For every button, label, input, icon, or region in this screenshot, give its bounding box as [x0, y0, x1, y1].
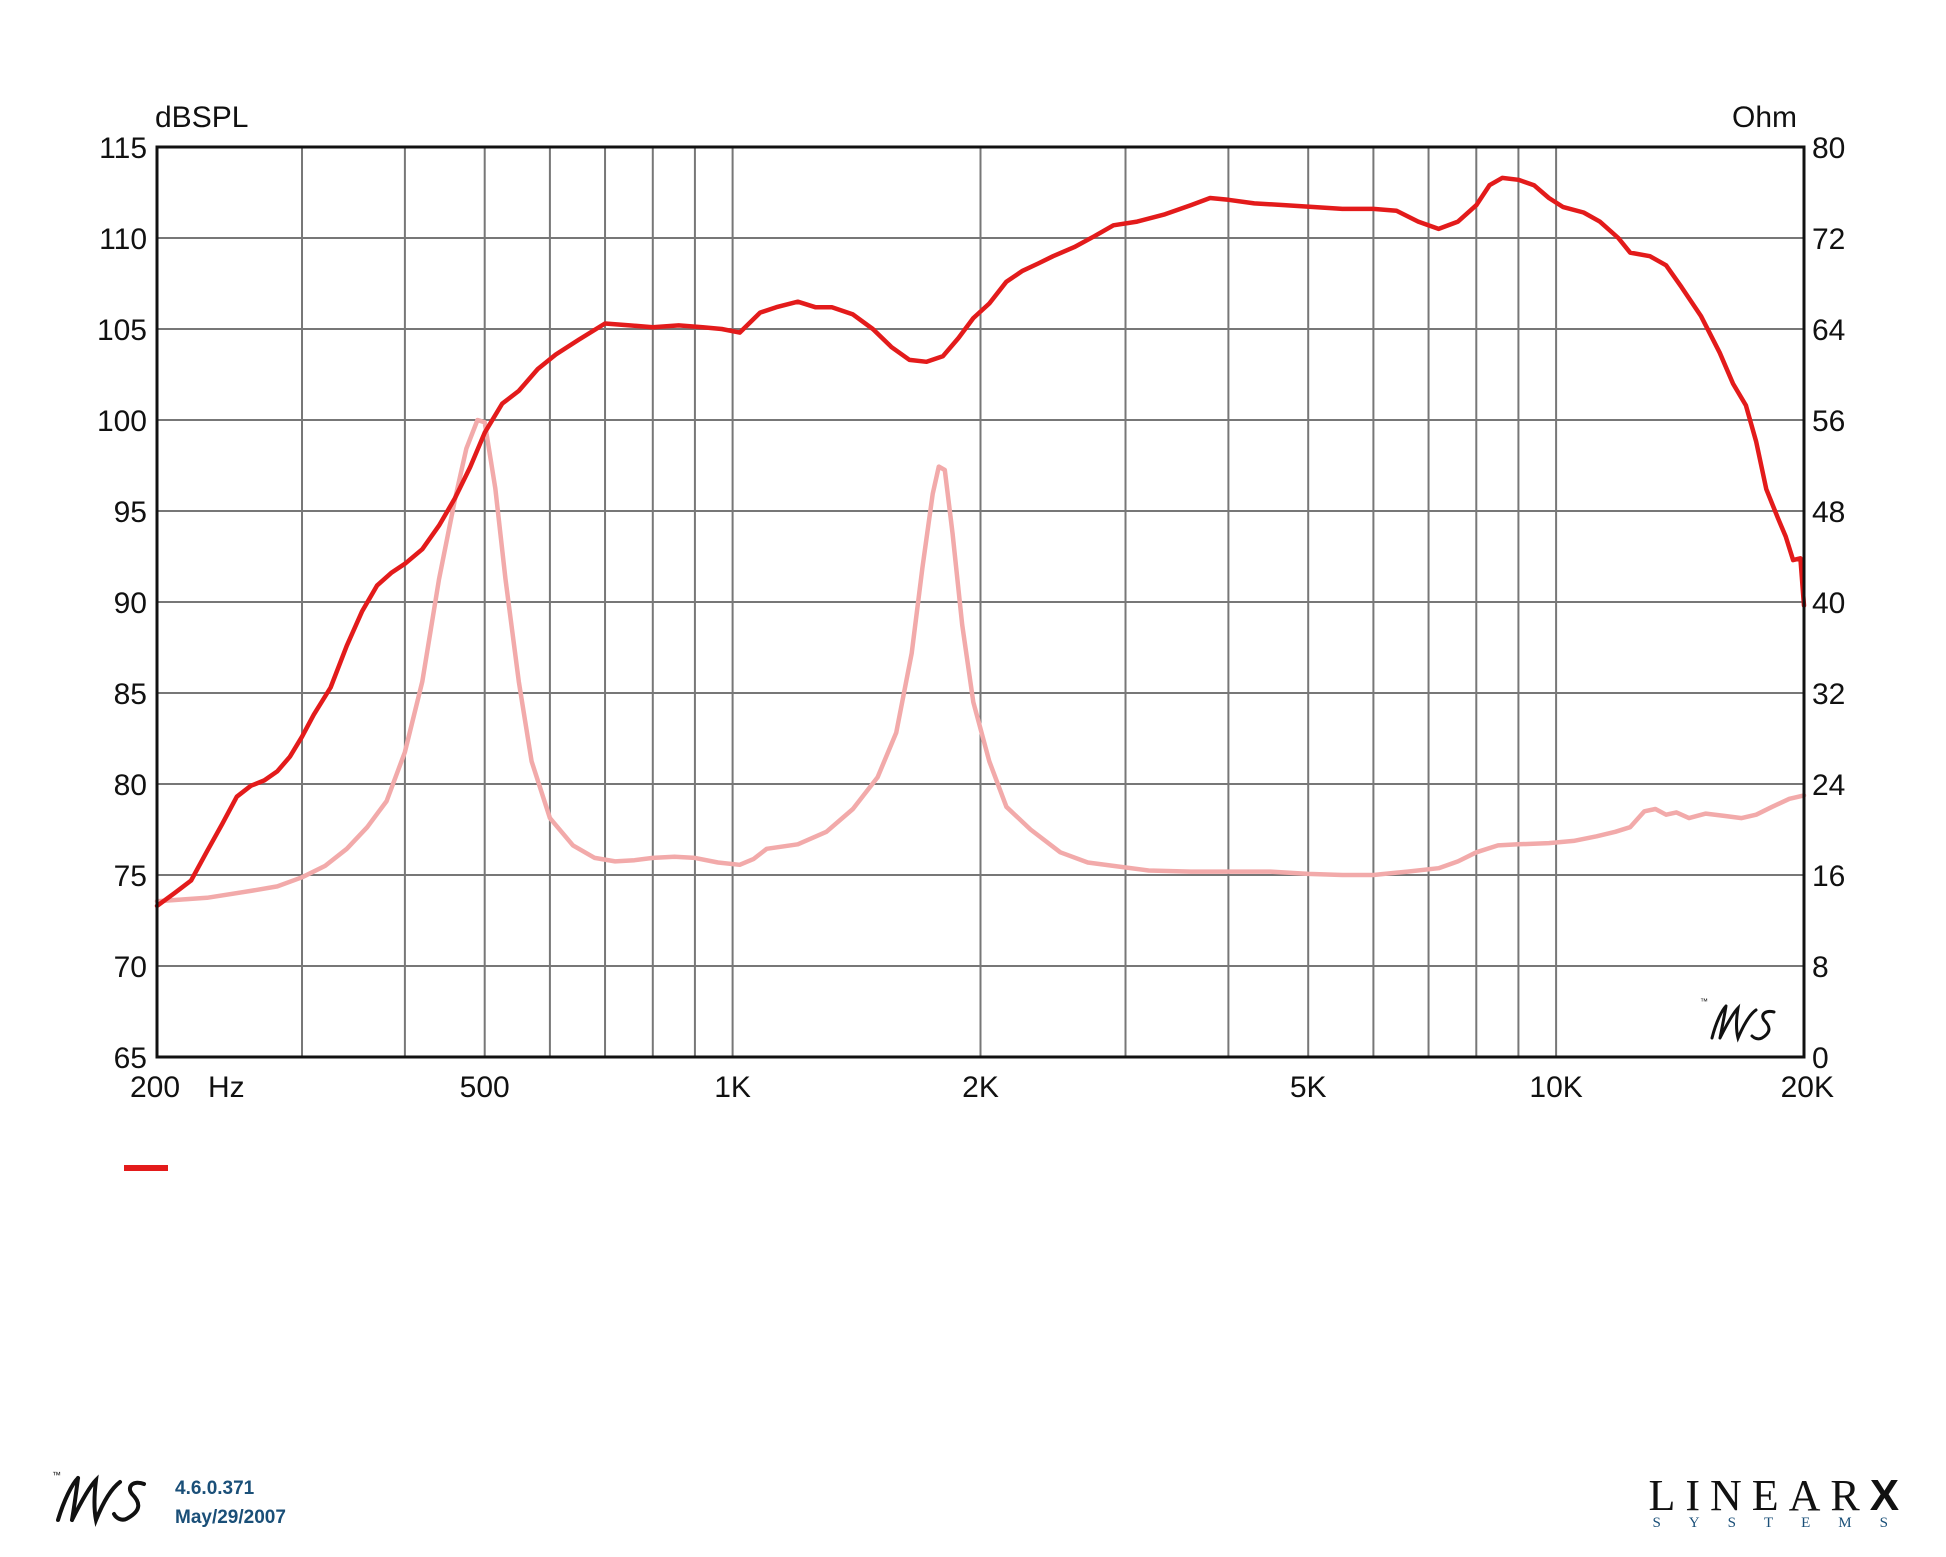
x-tick-label: 2K: [962, 1071, 999, 1104]
grid-lines: [157, 147, 1804, 1057]
x-tick-label: 500: [460, 1071, 510, 1104]
lms-tm-mark: ™: [1700, 997, 1708, 1006]
left-tick-label: 70: [114, 951, 147, 984]
left-tick-label: 75: [114, 860, 147, 893]
left-axis-ticks: 115 110 105 100 95 90 85 80 75 70 65: [97, 132, 147, 1075]
version-date: May/29/2007: [175, 1507, 286, 1528]
linearx-logo: LINEARX SYSTEMS: [1648, 1470, 1916, 1532]
software-version-info: 4.6.0.371 May/29/2007: [175, 1474, 286, 1532]
data-series: [154, 175, 1807, 909]
right-tick-label: 40: [1812, 587, 1845, 620]
x-unit-label: Hz: [208, 1071, 245, 1104]
right-tick-label: 64: [1812, 314, 1845, 347]
linearx-wordmark: LINEARX: [1648, 1470, 1916, 1521]
left-axis-label: dBSPL: [155, 101, 248, 134]
left-tick-label: 100: [97, 405, 147, 438]
left-tick-label: 105: [97, 314, 147, 347]
right-tick-label: 48: [1812, 496, 1845, 529]
spl-curve: [154, 175, 1807, 909]
left-tick-label: 95: [114, 496, 147, 529]
right-tick-label: 8: [1812, 951, 1829, 984]
linearx-brand-word: LINEAR: [1648, 1471, 1870, 1520]
plot-frame: [155, 145, 1806, 1059]
lms-plot-watermark: ™: [1700, 997, 1776, 1043]
right-tick-label: 16: [1812, 860, 1845, 893]
right-tick-label: 56: [1812, 405, 1845, 438]
x-tick-label: 200: [130, 1071, 180, 1104]
x-axis-ticks: 200 500 1K 2K 5K 10K 20K: [130, 1071, 1834, 1104]
left-tick-label: 115: [99, 132, 147, 165]
right-tick-label: 24: [1812, 769, 1845, 802]
left-tick-label: 80: [114, 769, 147, 802]
x-tick-label: 1K: [714, 1071, 751, 1104]
linearx-subtitle: SYSTEMS: [1652, 1515, 1916, 1531]
left-tick-label: 85: [114, 678, 147, 711]
version-number: 4.6.0.371: [175, 1478, 255, 1499]
lms-footer-tm: ™: [52, 1470, 61, 1480]
x-tick-label: 20K: [1781, 1071, 1834, 1104]
linearx-brand-mark: X: [1869, 1471, 1900, 1520]
left-tick-label: 90: [114, 587, 147, 620]
lms-logo: ™: [52, 1468, 157, 1533]
right-tick-label: 32: [1812, 678, 1845, 711]
x-tick-label: 10K: [1529, 1071, 1582, 1104]
x-tick-label: 5K: [1290, 1071, 1327, 1104]
right-axis-label: Ohm: [1732, 101, 1797, 134]
right-tick-label: 80: [1812, 132, 1845, 165]
left-tick-label: 110: [99, 223, 147, 256]
impedance-curve: [154, 417, 1807, 904]
right-tick-label: 72: [1812, 223, 1845, 256]
left-tick-label: 65: [114, 1042, 147, 1075]
right-tick-label: 0: [1812, 1042, 1829, 1075]
